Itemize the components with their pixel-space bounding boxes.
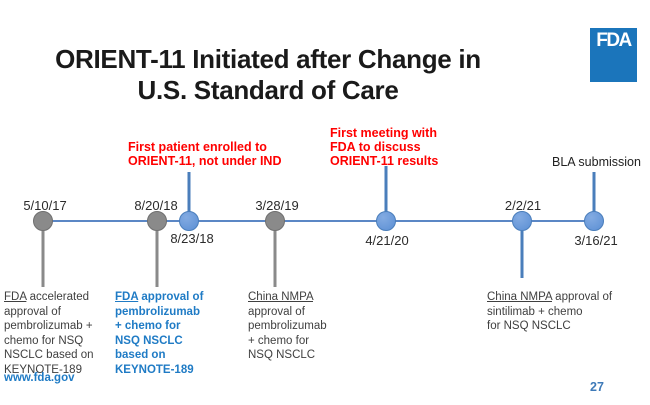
date-label: 8/23/18 bbox=[170, 231, 214, 246]
connector-line bbox=[273, 231, 277, 287]
annotation-first-fda-meeting: First meeting with FDA to discuss ORIENT… bbox=[330, 126, 439, 168]
connector-line bbox=[187, 172, 191, 214]
callout-lead: FDA bbox=[115, 291, 139, 303]
timeline-dot-3-16-21 bbox=[584, 211, 604, 231]
callout-rest: approval of sintilimab + chemo for NSQ N… bbox=[487, 291, 613, 332]
callout-rest: approval of pembrolizumab + chemo for NS… bbox=[248, 305, 327, 362]
callout-rest: accelerated approval of pembrolizumab + … bbox=[4, 291, 94, 376]
slide-title: ORIENT-11 Initiated after Change in U.S.… bbox=[55, 44, 481, 105]
callout-lead: FDA bbox=[4, 291, 27, 303]
callout-rest: approval of pembrolizumab + chemo for NS… bbox=[115, 291, 204, 376]
connector-line bbox=[520, 231, 524, 278]
date-label: 4/21/20 bbox=[365, 233, 409, 248]
date-label: 8/20/18 bbox=[134, 198, 178, 213]
timeline-dot-2-2-21 bbox=[512, 211, 532, 231]
page-number: 27 bbox=[590, 380, 604, 394]
timeline-dot-8-20-18 bbox=[147, 211, 167, 231]
annotation-first-patient-enrolled: First patient enrolled to ORIENT-11, not… bbox=[128, 140, 282, 168]
connector-line bbox=[41, 231, 45, 287]
date-label: 5/10/17 bbox=[23, 198, 67, 213]
connector-line bbox=[592, 172, 596, 214]
timeline-axis bbox=[43, 220, 595, 222]
fda-logo-text: FDA bbox=[596, 30, 632, 51]
callout-china-nmpa-pembrolizumab: China NMPA approval of pembrolizumab + c… bbox=[248, 290, 358, 363]
callout-lead: China NMPA bbox=[487, 291, 552, 303]
timeline-dot-5-10-17 bbox=[33, 211, 53, 231]
connector-line bbox=[384, 166, 388, 214]
fda-gov-link: www.fda.gov bbox=[4, 372, 75, 384]
timeline-dot-3-28-19 bbox=[265, 211, 285, 231]
callout-fda-approval: FDA approval of pembrolizumab + chemo fo… bbox=[115, 290, 223, 377]
date-label: 3/28/19 bbox=[255, 198, 299, 213]
date-label: 3/16/21 bbox=[574, 233, 618, 248]
timeline-dot-8-23-18 bbox=[179, 211, 199, 231]
timeline-dot-4-21-20 bbox=[376, 211, 396, 231]
callout-china-nmpa-sintilimab: China NMPA approval of sintilimab + chem… bbox=[487, 290, 617, 334]
callout-fda-accelerated-approval: FDA accelerated approval of pembrolizuma… bbox=[4, 290, 116, 377]
date-label: 2/2/21 bbox=[504, 198, 542, 213]
callout-lead: China NMPA bbox=[248, 291, 313, 303]
connector-line bbox=[155, 231, 159, 287]
bla-submission-label: BLA submission bbox=[552, 155, 641, 169]
fda-logo: FDA bbox=[590, 28, 637, 82]
